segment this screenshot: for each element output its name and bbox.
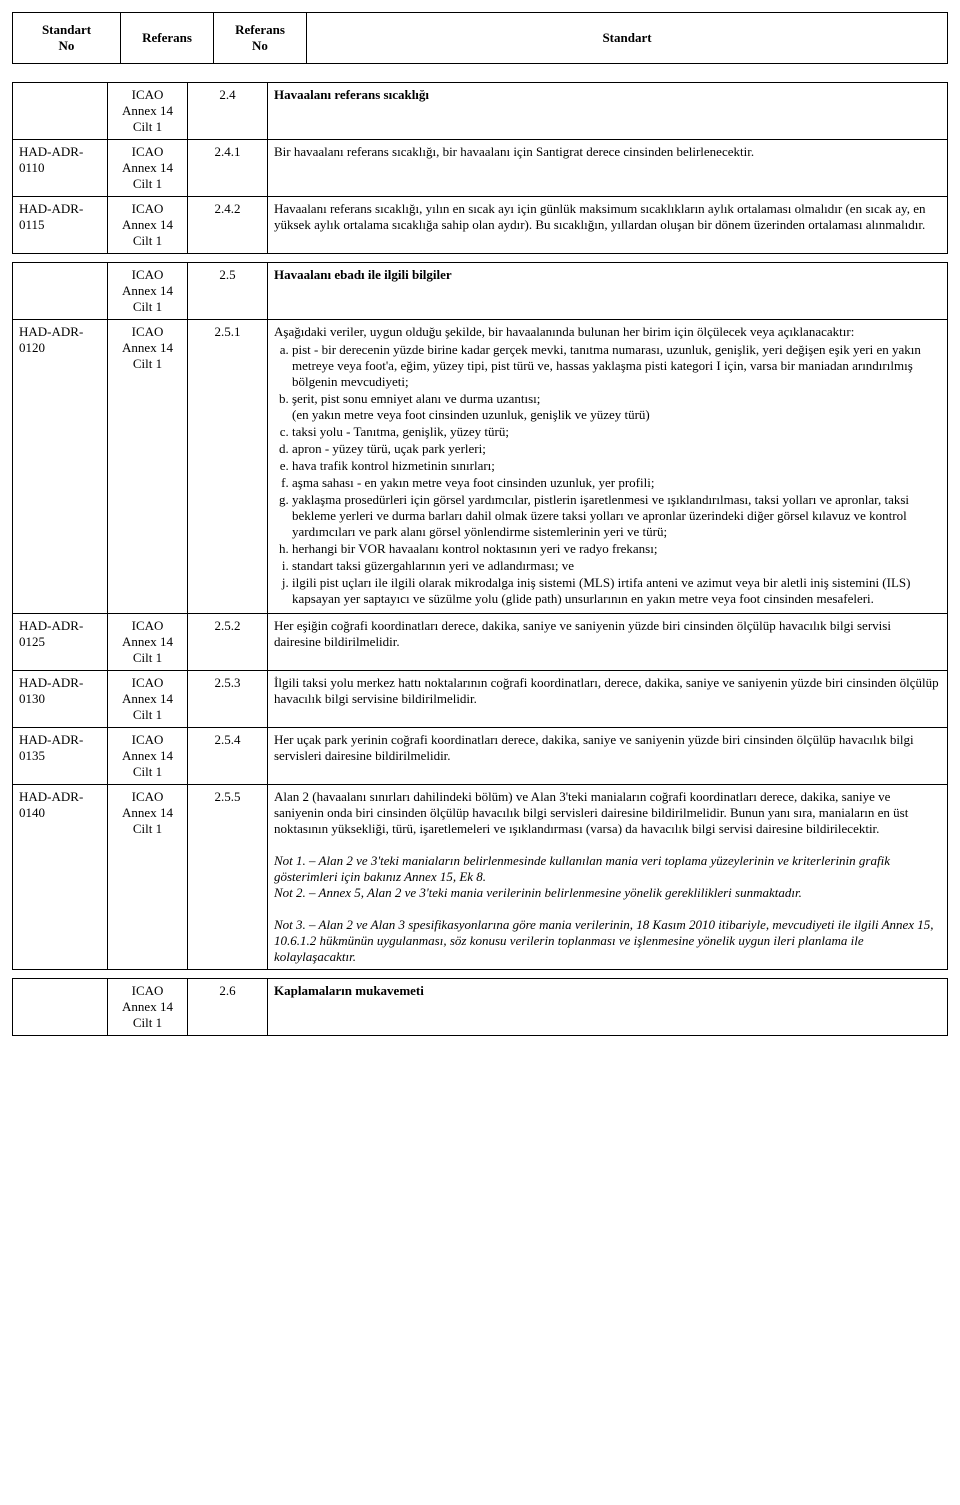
cell-ref: ICAO Annex 14 Cilt 1 [108,979,188,1036]
body-table-3: ICAO Annex 14 Cilt 1 2.6 Kaplamaların mu… [12,978,948,1036]
cell-empty [13,979,108,1036]
cell-refno: 2.4.2 [188,197,268,254]
cell-empty [13,263,108,320]
body-table-1: ICAO Annex 14 Cilt 1 2.4 Havaalanı refer… [12,82,948,254]
cell-ref: ICAO Annex 14 Cilt 1 [108,140,188,197]
cell-refno: 2.5 [188,263,268,320]
item-c: taksi yolu - Tanıtma, genişlik, yüzey tü… [292,424,941,440]
cell-ref: ICAO Annex 14 Cilt 1 [108,263,188,320]
cell-id: HAD-ADR-0135 [13,728,108,785]
cell-title: Havaalanı referans sıcaklığı [268,83,948,140]
item-i: standart taksi güzergahlarının yeri ve a… [292,558,941,574]
hdr-standart: Standart [307,13,948,64]
cell-empty [13,83,108,140]
header-row: Standart No Referans Referans No Standar… [13,13,948,64]
cell-ref: ICAO Annex 14 Cilt 1 [108,320,188,614]
row-0130: HAD-ADR-0130 ICAO Annex 14 Cilt 1 2.5.3 … [13,671,948,728]
item-g: yaklaşma prosedürleri için görsel yardım… [292,492,941,540]
item-f: aşma sahası - en yakın metre veya foot c… [292,475,941,491]
cell-txt: Her uçak park yerinin coğrafi koordinatl… [268,728,948,785]
cell-refno: 2.5.3 [188,671,268,728]
cell-refno: 2.4.1 [188,140,268,197]
item-e: hava trafik kontrol hizmetinin sınırları… [292,458,941,474]
cell-txt: Aşağıdaki veriler, uygun olduğu şekilde,… [268,320,948,614]
row-0125: HAD-ADR-0125 ICAO Annex 14 Cilt 1 2.5.2 … [13,614,948,671]
cell-ref: ICAO Annex 14 Cilt 1 [108,671,188,728]
item-h: herhangi bir VOR havaalanı kontrol nokta… [292,541,941,557]
note3: Not 3. – Alan 2 ve Alan 3 spesifikasyonl… [274,917,941,965]
cell-refno: 2.6 [188,979,268,1036]
body-table-2: ICAO Annex 14 Cilt 1 2.5 Havaalanı ebadı… [12,262,948,970]
cell-ref: ICAO Annex 14 Cilt 1 [108,83,188,140]
note1: Not 1. – Alan 2 ve 3'teki maniaların bel… [274,853,941,885]
cell-title: Kaplamaların mukavemeti [268,979,948,1036]
cell-id: HAD-ADR-0130 [13,671,108,728]
row-0135: HAD-ADR-0135 ICAO Annex 14 Cilt 1 2.5.4 … [13,728,948,785]
header-table: Standart No Referans Referans No Standar… [12,12,948,64]
cell-id: HAD-ADR-0120 [13,320,108,614]
list-0120: pist - bir derecenin yüzde birine kadar … [292,342,941,607]
cell-id: HAD-ADR-0140 [13,785,108,970]
cell-refno: 2.5.1 [188,320,268,614]
item-d: apron - yüzey türü, uçak park yerleri; [292,441,941,457]
hdr-standart-no: Standart No [13,13,121,64]
cell-title: Havaalanı ebadı ile ilgili bilgiler [268,263,948,320]
cell-txt: Havaalanı referans sıcaklığı, yılın en s… [268,197,948,254]
row-0115: HAD-ADR-0115 ICAO Annex 14 Cilt 1 2.4.2 … [13,197,948,254]
cell-id: HAD-ADR-0125 [13,614,108,671]
cell-ref: ICAO Annex 14 Cilt 1 [108,614,188,671]
cell-ref: ICAO Annex 14 Cilt 1 [108,785,188,970]
cell-id: HAD-ADR-0115 [13,197,108,254]
cell-refno: 2.5.5 [188,785,268,970]
hdr-referans: Referans [121,13,214,64]
lead-text: Aşağıdaki veriler, uygun olduğu şekilde,… [274,324,854,339]
row-0120: HAD-ADR-0120 ICAO Annex 14 Cilt 1 2.5.1 … [13,320,948,614]
item-j: ilgili pist uçları ile ilgili olarak mik… [292,575,941,607]
p1: Alan 2 (havaalanı sınırları dahilindeki … [274,789,941,837]
hdr-referans-no: Referans No [214,13,307,64]
note2: Not 2. – Annex 5, Alan 2 ve 3'teki mania… [274,885,941,901]
cell-txt: İlgili taksi yolu merkez hattı noktaları… [268,671,948,728]
cell-refno: 2.4 [188,83,268,140]
cell-ref: ICAO Annex 14 Cilt 1 [108,197,188,254]
cell-txt: Bir havaalanı referans sıcaklığı, bir ha… [268,140,948,197]
section-25-row: ICAO Annex 14 Cilt 1 2.5 Havaalanı ebadı… [13,263,948,320]
cell-txt: Her eşiğin coğrafi koordinatları derece,… [268,614,948,671]
cell-refno: 2.5.2 [188,614,268,671]
row-0110: HAD-ADR-0110 ICAO Annex 14 Cilt 1 2.4.1 … [13,140,948,197]
cell-id: HAD-ADR-0110 [13,140,108,197]
cell-ref: ICAO Annex 14 Cilt 1 [108,728,188,785]
row-0140: HAD-ADR-0140 ICAO Annex 14 Cilt 1 2.5.5 … [13,785,948,970]
section-26-row: ICAO Annex 14 Cilt 1 2.6 Kaplamaların mu… [13,979,948,1036]
cell-refno: 2.5.4 [188,728,268,785]
item-a: pist - bir derecenin yüzde birine kadar … [292,342,941,390]
cell-txt: Alan 2 (havaalanı sınırları dahilindeki … [268,785,948,970]
section-24-row: ICAO Annex 14 Cilt 1 2.4 Havaalanı refer… [13,83,948,140]
item-b: şerit, pist sonu emniyet alanı ve durma … [292,391,941,423]
